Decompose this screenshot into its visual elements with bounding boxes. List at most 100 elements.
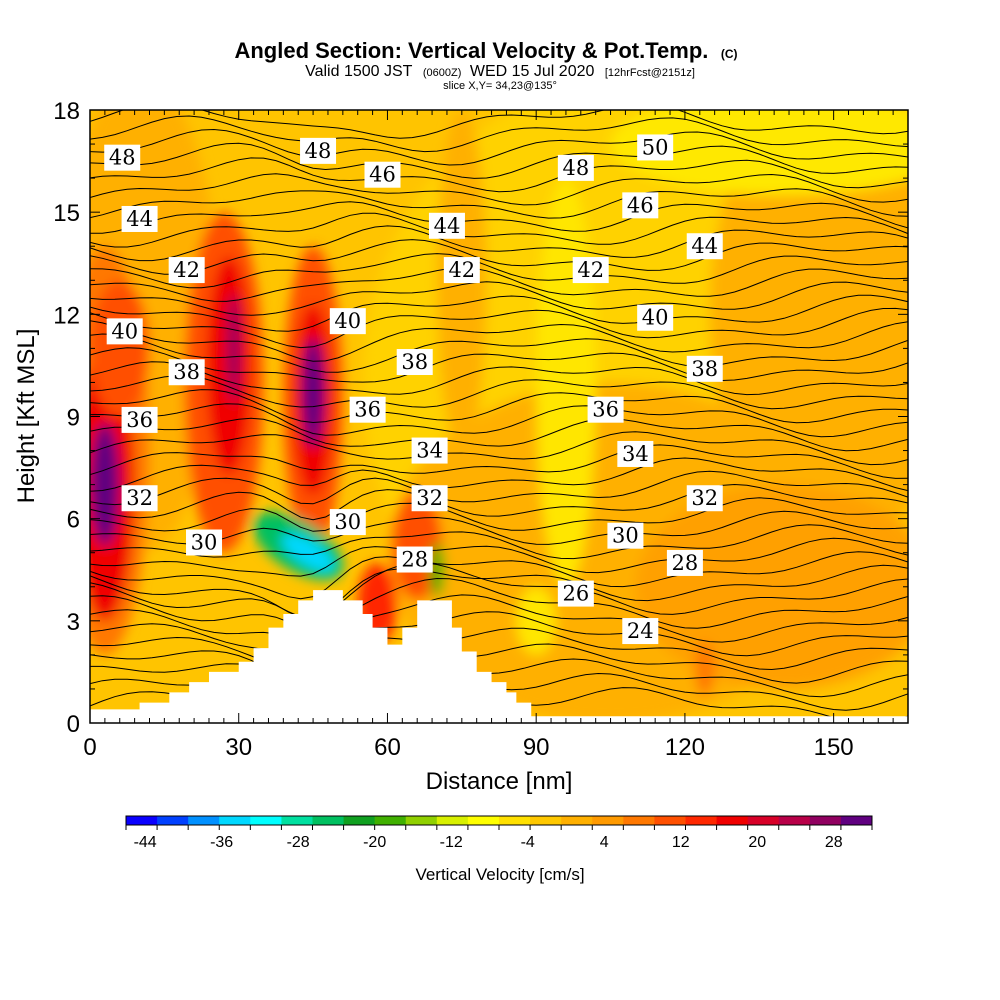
x-tick-label: 120	[665, 734, 705, 761]
contour-label: 48	[300, 137, 337, 164]
svg-text:44: 44	[126, 207, 153, 231]
theta-contour-line	[90, 361, 908, 396]
contour-label: 34	[617, 440, 654, 467]
theta-contour-line	[90, 444, 908, 479]
contour-label: 40	[329, 308, 366, 335]
colorbar-swatch	[281, 816, 313, 825]
contour-label: 32	[121, 485, 158, 512]
contour-label: 42	[443, 257, 480, 284]
colorbar-tick-label: 28	[825, 834, 843, 851]
svg-text:30: 30	[612, 524, 639, 548]
colorbar-swatch	[561, 816, 593, 825]
theta-contour-line	[90, 157, 908, 193]
colorbar-swatch	[685, 816, 718, 825]
colorbar-tick-label: -44	[134, 834, 157, 851]
svg-text:38: 38	[401, 350, 428, 374]
contour-label: 36	[587, 396, 624, 423]
svg-text:34: 34	[622, 442, 649, 466]
colorbar-swatch	[840, 816, 873, 825]
theta-contour-line	[90, 212, 908, 248]
velocity-cell	[392, 491, 442, 601]
contour-label: 46	[364, 161, 401, 188]
svg-text:40: 40	[642, 306, 669, 330]
svg-text:34: 34	[416, 439, 443, 463]
contour-label: 48	[104, 144, 141, 171]
svg-text:28: 28	[401, 548, 428, 572]
theta-contour-line	[90, 128, 908, 166]
svg-text:38: 38	[173, 360, 200, 384]
contour-label: 36	[121, 406, 158, 433]
colorbar: -44 -36 -28 -20 -12 -4 4 12 20 28	[125, 815, 873, 851]
colorbar-swatch	[250, 816, 282, 825]
colorbar-tick-label: 12	[672, 834, 690, 851]
colorbar-tick-label: 4	[600, 834, 609, 851]
chart-title: Angled Section: Vertical Velocity & Pot.…	[234, 38, 737, 92]
contour-label: 36	[349, 396, 386, 423]
theta-contour-line	[90, 347, 908, 383]
theta-contour-line	[90, 524, 908, 560]
theta-contour-line	[90, 110, 908, 139]
theta-contour-line	[90, 281, 908, 316]
colorbar-swatch	[126, 816, 158, 825]
x-tick-label: 150	[814, 734, 854, 761]
theta-contour-line	[90, 562, 908, 619]
theta-contour-line	[90, 551, 908, 600]
contour-label: 32	[411, 485, 448, 512]
velocity-cell	[429, 542, 445, 597]
colorbar-swatch	[157, 816, 189, 825]
colorbar-swatch	[747, 816, 780, 825]
y-tick-label: 3	[67, 609, 80, 636]
y-tick-label: 12	[53, 302, 80, 329]
theta-contour-line	[90, 225, 908, 262]
contour-label: 40	[637, 304, 674, 331]
theta-contour-line	[90, 173, 908, 206]
contour-label: 30	[186, 529, 223, 556]
theta-contour-line	[90, 267, 908, 302]
title-main: Angled Section: Vertical Velocity & Pot.…	[234, 38, 708, 63]
theta-contour-line	[90, 403, 908, 438]
x-tick-label: 0	[83, 734, 96, 761]
colorbar-swatch	[405, 816, 438, 825]
contour-label: 40	[106, 318, 143, 345]
colorbar-swatch	[592, 816, 624, 825]
title-suffix: (C)	[721, 47, 738, 61]
svg-text:48: 48	[562, 156, 589, 180]
contour-label: 28	[396, 546, 433, 573]
contour-label: 48	[557, 154, 594, 181]
svg-text:36: 36	[126, 408, 153, 432]
svg-text:46: 46	[369, 163, 396, 187]
theta-contour-line	[90, 375, 908, 410]
y-axis-title: Height [Kft MSL]	[13, 329, 40, 504]
theta-contour-line	[90, 643, 908, 691]
theta-contour-line	[90, 389, 908, 424]
contour-label: 38	[396, 349, 433, 376]
theta-contour-line	[90, 201, 908, 234]
colorbar-swatch	[219, 816, 251, 825]
plot-area: 48 48 46 48 50 44 46 44 44 42 42 42 40 40 40 38 38 38 36 36…	[90, 110, 908, 723]
svg-text:42: 42	[173, 258, 200, 282]
x-tick-label: 60	[374, 734, 401, 761]
theta-contour-line	[90, 253, 908, 289]
svg-text:24: 24	[627, 619, 654, 643]
colorbar-swatch	[188, 816, 220, 825]
svg-text:30: 30	[334, 510, 361, 534]
svg-text:50: 50	[642, 135, 669, 159]
velocity-cell	[694, 641, 715, 696]
colorbar-swatch	[778, 816, 811, 825]
theta-contour-line	[90, 188, 908, 219]
contour-label: 32	[686, 485, 723, 512]
svg-text:38: 38	[691, 357, 718, 381]
terrain	[90, 590, 908, 723]
colorbar-tick-label: 20	[748, 834, 766, 851]
velocity-cell	[227, 293, 240, 403]
velocity-cell	[90, 423, 119, 546]
theta-contour-line	[90, 320, 908, 362]
colorbar-tick-label: -4	[521, 834, 535, 851]
svg-text:44: 44	[691, 234, 718, 258]
theta-contour-line	[90, 142, 908, 179]
y-tick-label: 15	[53, 200, 80, 227]
colorbar-tick-label: -20	[363, 834, 386, 851]
svg-text:46: 46	[627, 193, 654, 217]
svg-text:26: 26	[562, 582, 589, 606]
